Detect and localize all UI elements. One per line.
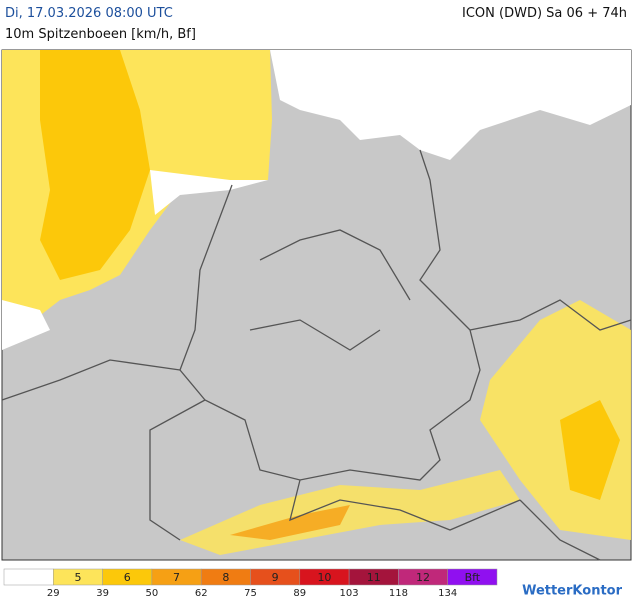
sea (2, 300, 50, 350)
subtitle: 10m Spitzenboeen [km/h, Bf] (5, 27, 196, 42)
borders (1, 149, 632, 561)
legend-threshold: 75 (244, 588, 257, 599)
wind-area (230, 505, 350, 540)
legend-label: 6 (124, 571, 131, 584)
legend-label: Bft (465, 571, 481, 584)
legend-threshold: 39 (96, 588, 109, 599)
wind-area (560, 400, 620, 500)
legend-label: 10 (317, 571, 331, 584)
legend-threshold: 89 (293, 588, 306, 599)
wind-area (40, 50, 150, 280)
legend-threshold: 103 (340, 588, 359, 599)
legend-swatch (447, 568, 498, 586)
date-title: Di, 17.03.2026 08:00 UTC (5, 6, 173, 21)
legend-threshold: 29 (47, 588, 60, 599)
legend-label: 7 (173, 571, 180, 584)
legend-swatch (3, 568, 54, 586)
legend-label: 5 (74, 571, 81, 584)
legend-label: 12 (416, 571, 430, 584)
legend-label: 8 (222, 571, 229, 584)
legend-threshold: 50 (146, 588, 159, 599)
legend-threshold: 62 (195, 588, 208, 599)
map-area (1, 49, 632, 561)
sea (270, 50, 631, 160)
legend-label: 9 (272, 571, 279, 584)
legend-threshold: 134 (438, 588, 457, 599)
model-info: ICON (DWD) Sa 06 + 74h (462, 6, 627, 21)
legend-label: 11 (367, 571, 381, 584)
brand: WetterKontor (522, 584, 623, 599)
sea (150, 170, 268, 215)
legend-threshold: 118 (389, 588, 408, 599)
